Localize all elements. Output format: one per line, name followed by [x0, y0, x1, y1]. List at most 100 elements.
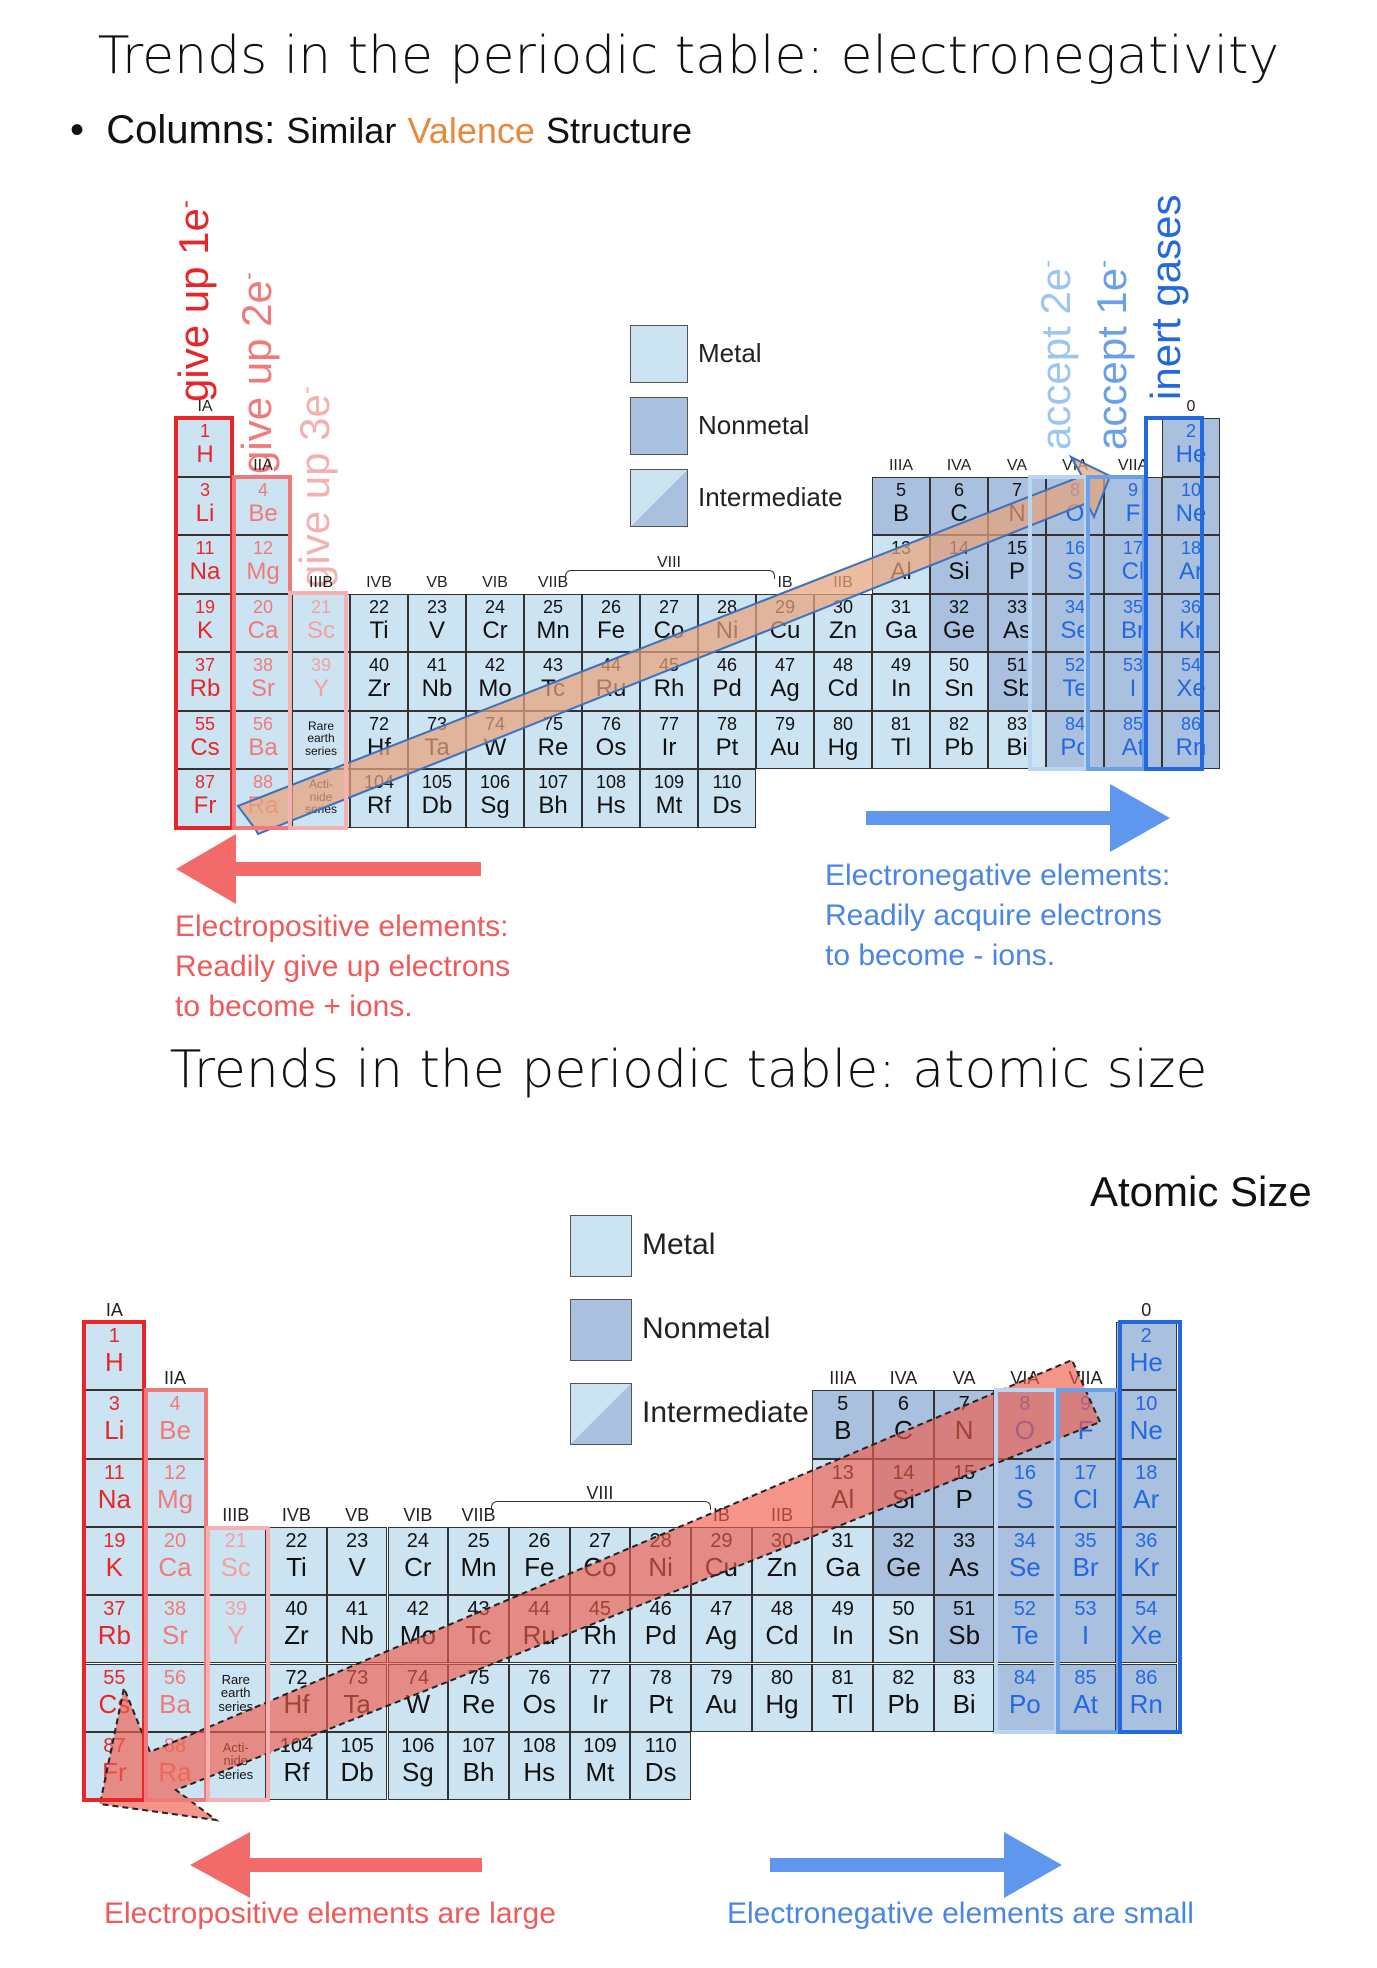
- element-symbol: Tl: [831, 1688, 854, 1719]
- atomic-number: 110: [644, 1734, 677, 1757]
- element-ds: 110 Ds: [630, 1731, 691, 1801]
- element-tl: 81 Tl: [872, 710, 930, 769]
- atomic-number: 4: [169, 1393, 181, 1416]
- element-symbol: Zr: [367, 675, 391, 702]
- element-ir: 77 Ir: [569, 1663, 631, 1732]
- element-pb: 82 Pb: [873, 1663, 934, 1732]
- element-symbol: Ir: [661, 733, 677, 761]
- bullet-pre: Similar: [286, 110, 397, 151]
- element-xe: 54 Xe: [1115, 1595, 1177, 1664]
- element-symbol: Bh: [462, 1756, 495, 1787]
- element-symbol: Si: [948, 558, 970, 585]
- element-zr: 40 Zr: [350, 652, 408, 711]
- atomic-number: 2: [1185, 421, 1196, 441]
- element-symbol: Bh: [538, 792, 568, 819]
- atomic-number: 84: [1013, 1666, 1036, 1689]
- element-symbol: Hs: [596, 792, 626, 819]
- atomic-size-label: Atomic Size: [1090, 1168, 1312, 1215]
- atomic-number: 11: [195, 538, 215, 558]
- series-note-line: series: [304, 743, 337, 758]
- group-label-g13: IIIA: [829, 1368, 857, 1389]
- legend-nonmetal-swatch: [630, 397, 688, 455]
- element-kr: 36 Kr: [1162, 593, 1220, 652]
- element-bi: 83 Bi: [933, 1663, 995, 1732]
- atomic-number: 10: [1135, 1393, 1158, 1416]
- atomic-number: 41: [426, 655, 448, 675]
- element-symbol: Ar: [1133, 1483, 1160, 1514]
- element-symbol: Mt: [655, 792, 683, 819]
- element-sg: 106 Sg: [387, 1731, 449, 1801]
- element-symbol: Fe: [596, 616, 625, 644]
- series-note-line: earth: [220, 1685, 251, 1701]
- element-symbol: Ca: [158, 1551, 192, 1582]
- element-symbol: Br: [1072, 1551, 1099, 1582]
- element-ag: 47 Ag: [756, 652, 814, 711]
- electropositive-desc-bottom: Electropositive elements are large: [104, 1897, 556, 1930]
- element-symbol: Rf: [283, 1756, 310, 1787]
- atomic-number: 31: [831, 1529, 854, 1552]
- atomic-number: 51: [1006, 655, 1028, 675]
- group-label-g5: VB: [426, 573, 448, 591]
- element-symbol: Hg: [765, 1688, 799, 1719]
- element-ga: 31 Ga: [872, 593, 930, 652]
- atomic-number: 76: [528, 1666, 551, 1689]
- legend-metal-swatch: [630, 325, 688, 383]
- element-mn: 25 Mn: [448, 1526, 509, 1596]
- atomic-number: 82: [948, 713, 970, 734]
- element-symbol: Ds: [712, 792, 742, 819]
- atomic-number: 19: [103, 1529, 126, 1552]
- element-symbol: Cs: [190, 733, 220, 761]
- atomic-number: 106: [479, 772, 511, 792]
- element-symbol: Sr: [162, 1620, 189, 1651]
- atomic-number: 23: [346, 1529, 369, 1552]
- bullet-valence: Valence: [407, 110, 535, 151]
- element-symbol: Ir: [591, 1688, 608, 1719]
- element-symbol: Sc: [220, 1551, 251, 1582]
- atomic-number: 24: [484, 596, 506, 617]
- electropositive-arrow-top: [176, 834, 481, 904]
- atomic-number: 85: [1074, 1666, 1097, 1689]
- electropositive-line-2: Readily give up electrons: [175, 950, 511, 983]
- group-label-g14: IVA: [946, 456, 972, 474]
- element-tl: 81 Tl: [812, 1663, 874, 1732]
- atomic-number: 56: [252, 713, 274, 734]
- atomic-number: 40: [285, 1598, 308, 1621]
- element-symbol: Ca: [247, 616, 279, 644]
- element-symbol: Sb: [948, 1620, 981, 1651]
- atomic-number: 53: [1074, 1598, 1097, 1621]
- group-label-g2: IIA: [253, 456, 273, 474]
- element-symbol: Mg: [156, 1483, 194, 1514]
- element-symbol: Ti: [369, 616, 389, 644]
- atomic-number: 21: [224, 1529, 247, 1552]
- atomic-number: 16: [1013, 1461, 1036, 1484]
- element-symbol: He: [1129, 1347, 1163, 1377]
- atomic-number: 31: [890, 596, 912, 617]
- legend-nonmetal-label: Nonmetal: [642, 1312, 771, 1345]
- element-y: 39 Y: [292, 652, 350, 711]
- atomic-number: 109: [583, 1734, 617, 1757]
- atomic-number: 76: [600, 713, 622, 734]
- atomic-number: 3: [108, 1393, 120, 1416]
- element-ge: 32 Ge: [930, 593, 988, 652]
- legend-nonmetal-swatch: [570, 1299, 632, 1361]
- element-sr: 38 Sr: [234, 652, 292, 711]
- group-label-viii: VIII: [586, 1482, 614, 1503]
- atomic-number: 19: [194, 596, 216, 617]
- element-hs: 108 Hs: [582, 769, 640, 828]
- element-symbol: Cr: [482, 616, 508, 644]
- element-symbol: Nb: [421, 675, 453, 702]
- element-symbol: S: [1016, 1483, 1034, 1514]
- atomic-number: 88: [252, 772, 274, 792]
- group-label-g2: IIA: [164, 1368, 187, 1389]
- electropositive-line-3: to become + ions.: [175, 990, 413, 1023]
- atomic-number: 41: [346, 1598, 369, 1621]
- atomic-number: 18: [1135, 1461, 1158, 1484]
- atomic-number: 23: [426, 596, 448, 617]
- element-na: 11 Na: [176, 535, 234, 594]
- element-sc: 21 Sc: [205, 1526, 267, 1596]
- element-symbol: Xe: [1130, 1620, 1163, 1651]
- atomic-number: 27: [588, 1529, 612, 1552]
- atomic-number: 34: [1013, 1529, 1036, 1552]
- element-symbol: Mn: [460, 1551, 497, 1582]
